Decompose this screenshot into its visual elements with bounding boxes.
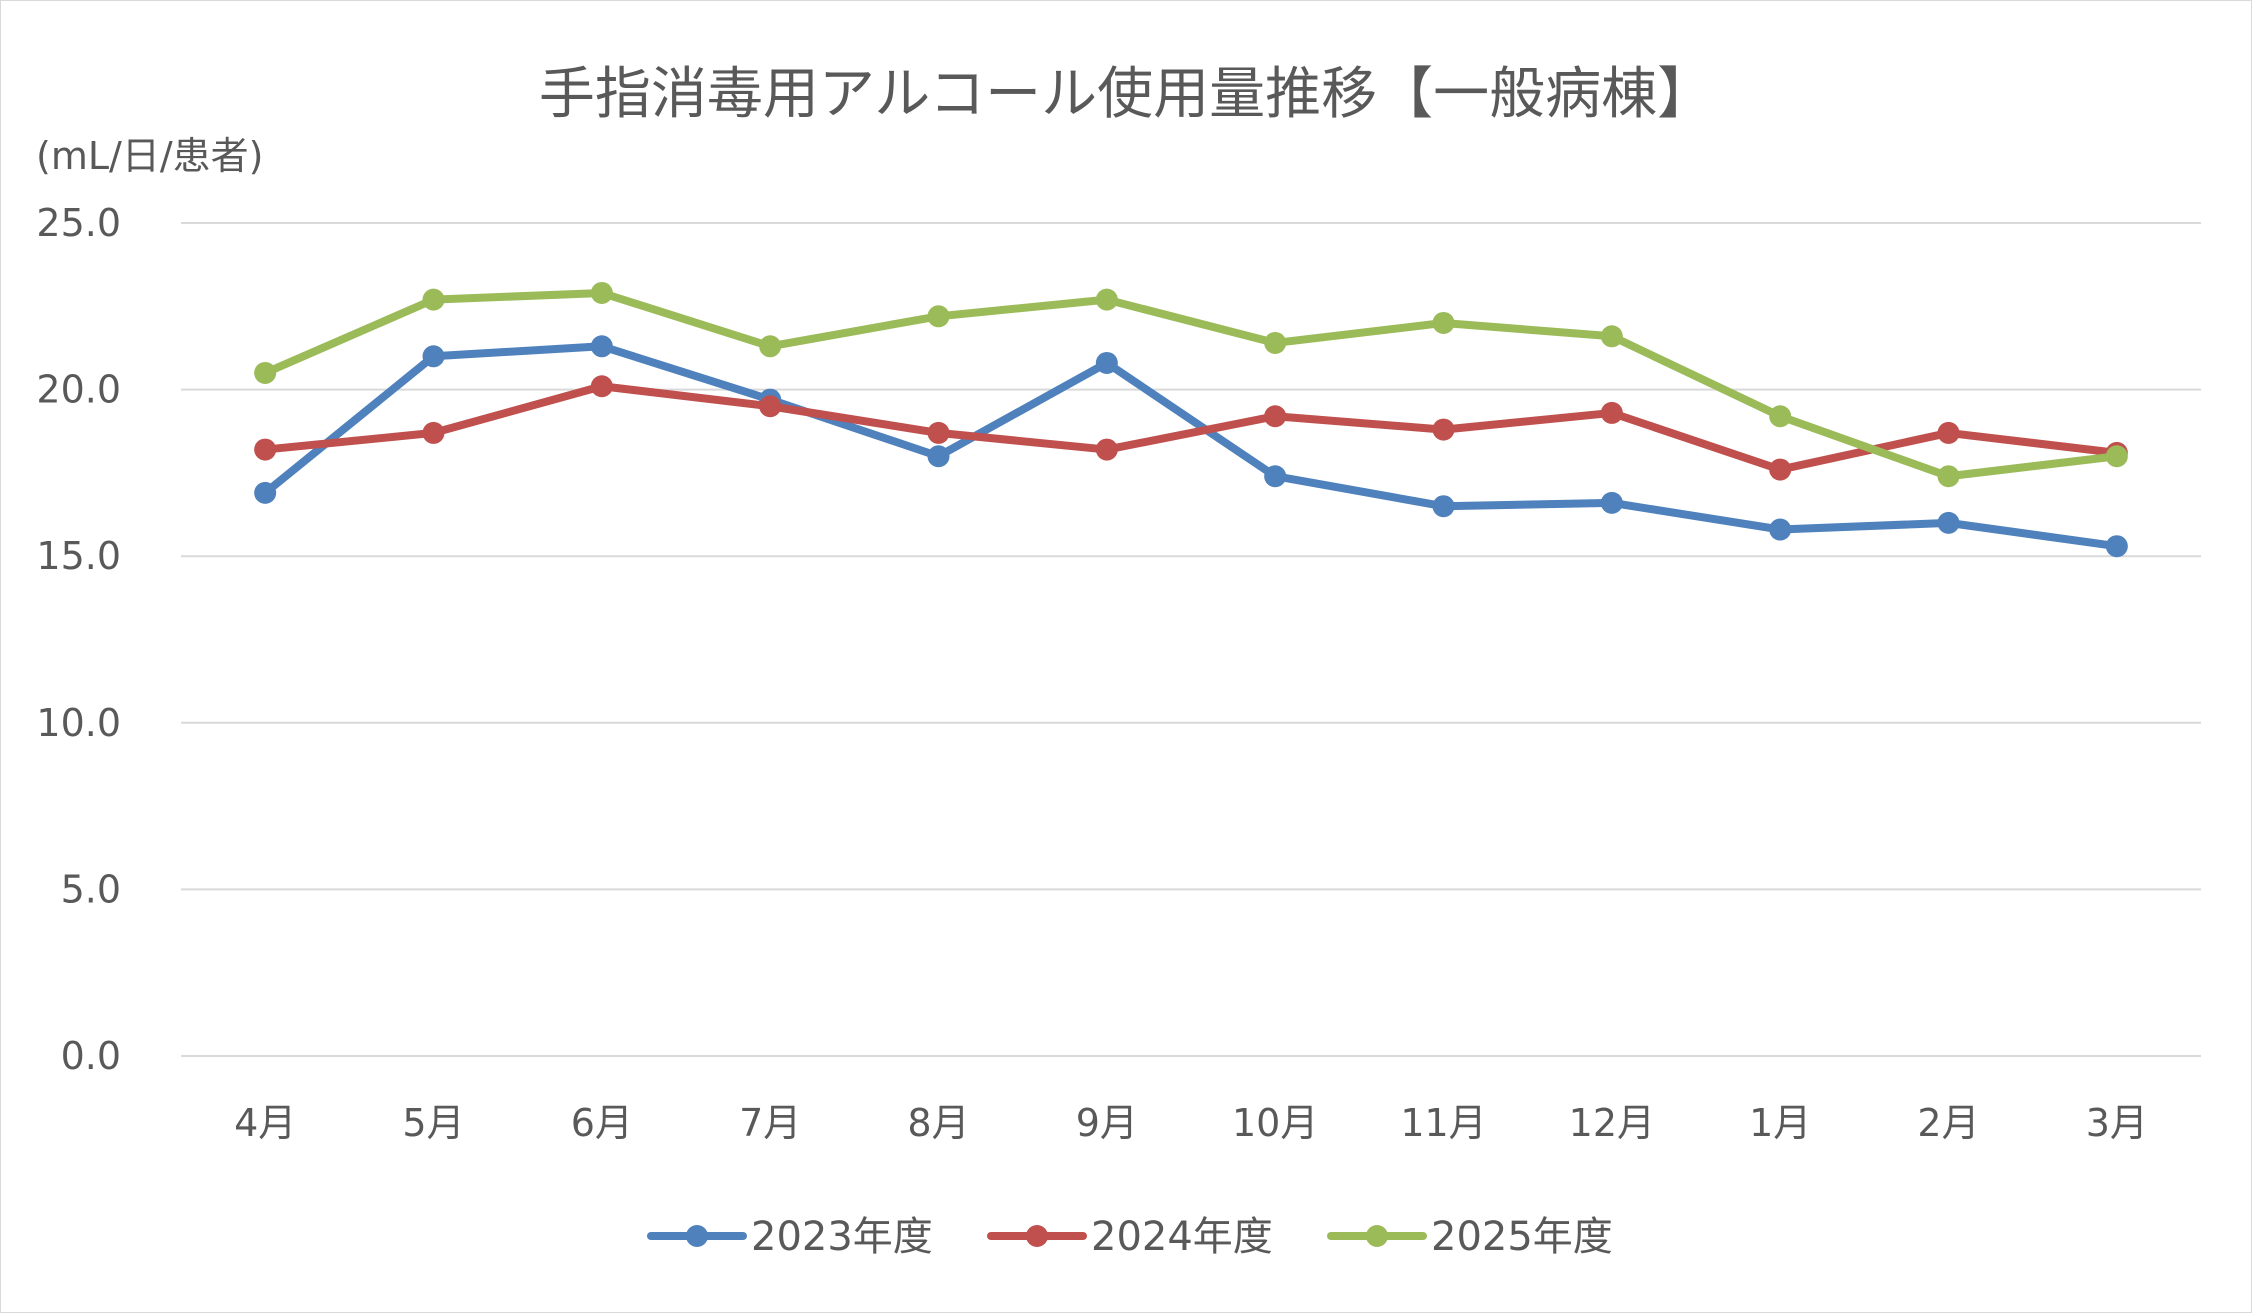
data-point — [1769, 405, 1792, 428]
series-1 — [254, 335, 2128, 558]
data-point — [927, 445, 950, 468]
data-point — [254, 481, 277, 504]
data-point — [1095, 438, 1118, 461]
x-tick-label: 6月 — [571, 1101, 633, 1145]
data-point — [1600, 491, 1623, 514]
series-lines — [254, 281, 2128, 558]
y-axis-ticks: 0.0 5.0 10.0 15.0 20.0 25.0 — [36, 201, 121, 1078]
data-point — [254, 438, 277, 461]
legend-label: 2025年度 — [1431, 1214, 1613, 1260]
y-tick-label: 10.0 — [36, 701, 121, 745]
data-point — [1937, 511, 1960, 534]
series-line — [261, 288, 2121, 481]
x-tick-label: 11月 — [1400, 1101, 1486, 1145]
data-point — [422, 421, 445, 444]
y-tick-label: 20.0 — [36, 368, 121, 412]
data-point — [1432, 418, 1455, 441]
series-2 — [254, 375, 2128, 481]
data-point — [1264, 331, 1287, 354]
y-tick-label: 0.0 — [61, 1034, 121, 1078]
y-tick-label: 25.0 — [36, 201, 121, 245]
series-3 — [254, 281, 2128, 488]
data-point — [1600, 401, 1623, 424]
data-point — [1432, 311, 1455, 334]
data-point — [254, 361, 277, 384]
legend: 2023年度 2024年度 2025年度 — [647, 1214, 1613, 1260]
x-tick-label: 7月 — [739, 1101, 801, 1145]
legend-marker — [686, 1225, 708, 1247]
x-tick-label: 10月 — [1232, 1101, 1318, 1145]
data-point — [927, 421, 950, 444]
legend-entry: 2023年度 — [647, 1214, 933, 1260]
legend-marker — [1366, 1225, 1388, 1247]
x-tick-label: 12月 — [1569, 1101, 1655, 1145]
data-point — [1264, 405, 1287, 428]
series-line — [261, 382, 2121, 474]
x-tick-label: 1月 — [1749, 1101, 1811, 1145]
y-tick-label: 5.0 — [61, 867, 121, 911]
data-point — [422, 345, 445, 368]
data-point — [590, 375, 613, 398]
chart-title: 手指消毒用アルコール使用量推移【一般病棟】 — [539, 62, 1713, 127]
x-tick-label: 3月 — [2086, 1101, 2148, 1145]
data-point — [2105, 445, 2128, 468]
x-tick-label: 9月 — [1076, 1101, 1138, 1145]
data-point — [1264, 465, 1287, 488]
gridlines — [181, 222, 2201, 1057]
data-point — [1095, 351, 1118, 374]
y-tick-label: 15.0 — [36, 534, 121, 578]
legend-marker — [1026, 1225, 1048, 1247]
x-tick-label: 8月 — [907, 1101, 969, 1145]
legend-entry: 2025年度 — [1327, 1214, 1613, 1260]
data-point — [927, 305, 950, 328]
data-point — [1095, 288, 1118, 311]
data-point — [1600, 325, 1623, 348]
x-tick-label: 4月 — [234, 1101, 296, 1145]
data-point — [1769, 518, 1792, 541]
x-axis-ticks: 4月 5月 6月 7月 8月 9月 10月 11月 12月 1月 2月 3月 — [234, 1101, 2148, 1145]
x-tick-label: 5月 — [402, 1101, 464, 1145]
data-point — [1937, 465, 1960, 488]
data-point — [759, 335, 782, 358]
data-point — [1769, 458, 1792, 481]
data-point — [590, 335, 613, 358]
data-point — [1937, 421, 1960, 444]
data-point — [422, 288, 445, 311]
y-axis-unit-label: (mL/日/患者) — [36, 134, 263, 178]
data-point — [1432, 495, 1455, 518]
data-point — [590, 281, 613, 304]
data-point — [2105, 535, 2128, 558]
legend-label: 2024年度 — [1091, 1214, 1273, 1260]
x-tick-label: 2月 — [1917, 1101, 1979, 1145]
legend-entry: 2024年度 — [987, 1214, 1273, 1260]
data-point — [759, 395, 782, 418]
series-line — [261, 342, 2121, 551]
legend-label: 2023年度 — [751, 1214, 933, 1260]
